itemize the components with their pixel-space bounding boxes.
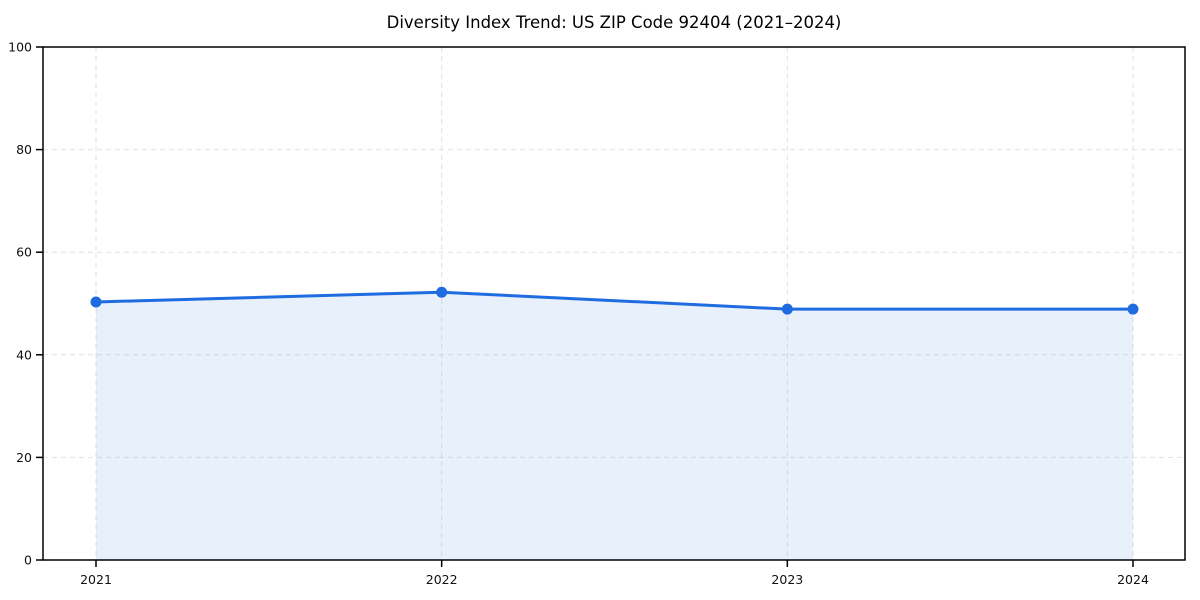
- x-tick-label: 2021: [80, 572, 112, 587]
- x-tick-label: 2022: [426, 572, 458, 587]
- data-point: [781, 303, 793, 315]
- y-tick-label: 100: [8, 40, 32, 55]
- x-tick-label: 2024: [1117, 572, 1149, 587]
- data-point: [1127, 303, 1139, 315]
- data-point: [436, 286, 448, 298]
- x-tick-label: 2023: [771, 572, 803, 587]
- y-tick-label: 40: [16, 347, 32, 362]
- y-tick-label: 80: [16, 142, 32, 157]
- y-tick-label: 60: [16, 245, 32, 260]
- y-tick-label: 20: [16, 450, 32, 465]
- trend-line: [94, 290, 1135, 311]
- plot-frame: [42, 46, 1186, 561]
- area-fill: [96, 292, 1133, 560]
- data-point: [90, 296, 102, 308]
- chart-title: Diversity Index Trend: US ZIP Code 92404…: [386, 13, 842, 32]
- y-tick-label: 0: [24, 553, 32, 568]
